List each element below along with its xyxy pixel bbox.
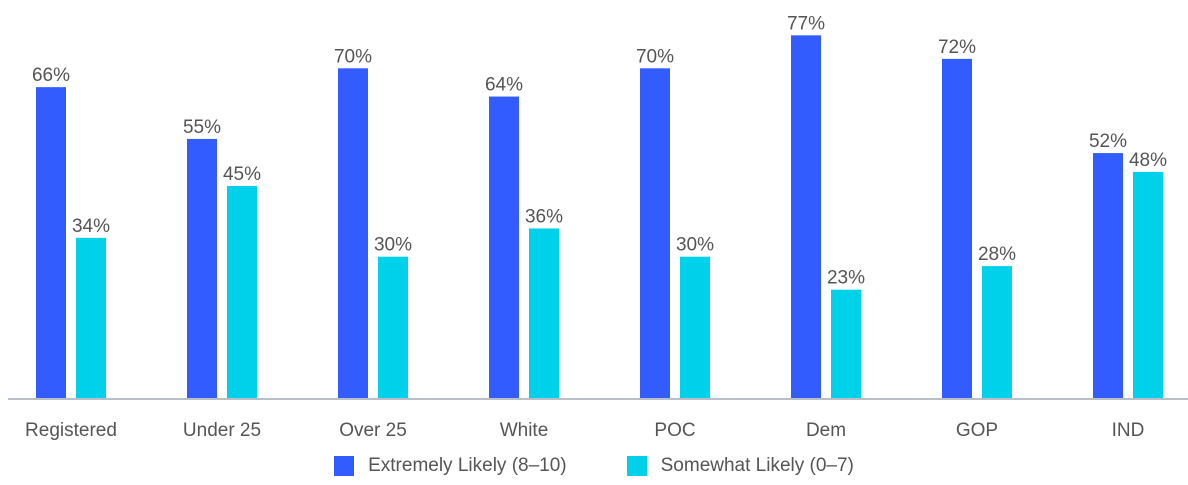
data-label-somewhat-likely-under-25: 45% — [223, 164, 261, 185]
data-label-somewhat-likely-white: 36% — [525, 206, 563, 227]
bar-extremely-likely-poc — [640, 68, 670, 399]
bar-somewhat-likely-under-25 — [227, 186, 257, 398]
data-label-extremely-likely-over-25: 70% — [334, 46, 372, 67]
data-label-extremely-likely-registered: 66% — [32, 65, 70, 86]
data-label-somewhat-likely-dem: 23% — [827, 268, 865, 289]
bar-somewhat-likely-dem — [831, 289, 861, 398]
category-label-ind: IND — [1112, 420, 1145, 441]
bar-extremely-likely-gop — [942, 58, 972, 398]
legend-swatch-somewhat-likely — [626, 456, 647, 476]
category-label-white: White — [500, 420, 549, 441]
legend-swatch-extremely-likely — [334, 456, 355, 476]
bar-somewhat-likely-ind — [1133, 171, 1163, 398]
bar-somewhat-likely-gop — [982, 266, 1012, 398]
category-label-over-25: Over 25 — [339, 420, 407, 441]
legend-label-extremely-likely: Extremely Likely (8–10) — [368, 455, 567, 476]
data-label-somewhat-likely-gop: 28% — [978, 244, 1016, 265]
legend-item-extremely-likely: Extremely Likely (8–10) — [334, 455, 567, 477]
legend: Extremely Likely (8–10) Somewhat Likely … — [0, 455, 1188, 477]
category-label-poc: POC — [654, 420, 695, 441]
data-label-somewhat-likely-poc: 30% — [676, 235, 714, 256]
data-label-somewhat-likely-ind: 48% — [1129, 150, 1167, 171]
bar-extremely-likely-dem — [791, 35, 821, 399]
bar-extremely-likely-ind — [1093, 153, 1123, 398]
bar-somewhat-likely-white — [529, 228, 559, 398]
category-label-registered: Registered — [25, 420, 117, 441]
category-label-under-25: Under 25 — [183, 420, 261, 441]
bar-chart: 66% 34% Registered 55% 45% Under 25 70% 30% Over… — [8, 13, 1188, 441]
data-label-somewhat-likely-registered: 34% — [72, 216, 110, 237]
bar-somewhat-likely-poc — [680, 256, 710, 398]
category-label-dem: Dem — [806, 420, 846, 441]
data-label-extremely-likely-under-25: 55% — [183, 117, 221, 138]
bar-extremely-likely-under-25 — [187, 138, 217, 398]
data-label-somewhat-likely-over-25: 30% — [374, 235, 412, 256]
data-label-extremely-likely-white: 64% — [485, 75, 523, 96]
legend-item-somewhat-likely: Somewhat Likely (0–7) — [626, 455, 854, 477]
data-label-extremely-likely-poc: 70% — [636, 46, 674, 67]
bar-extremely-likely-white — [489, 96, 519, 398]
data-label-extremely-likely-gop: 72% — [938, 37, 976, 58]
data-label-extremely-likely-ind: 52% — [1089, 131, 1127, 152]
bar-extremely-likely-over-25 — [338, 68, 368, 399]
legend-label-somewhat-likely: Somewhat Likely (0–7) — [660, 455, 854, 476]
category-label-gop: GOP — [956, 420, 998, 441]
data-label-extremely-likely-dem: 77% — [787, 13, 825, 34]
bar-somewhat-likely-registered — [76, 237, 106, 398]
bar-extremely-likely-registered — [36, 87, 66, 398]
bar-somewhat-likely-over-25 — [378, 256, 408, 398]
